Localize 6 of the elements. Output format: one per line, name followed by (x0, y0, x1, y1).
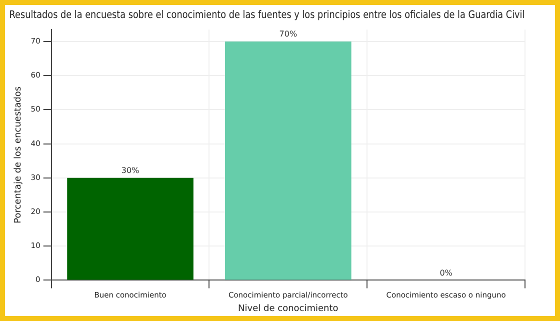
data-label: 70% (279, 30, 298, 39)
y-axis-title: Porcentaje de los encuestados (14, 86, 24, 224)
data-label: 30% (121, 166, 140, 175)
chart-title: Resultados de la encuesta sobre el conocimiento de las fuentes y los principios entre los oficiales de la Guardia Civil (9, 9, 525, 22)
x-axis-title: Nivel de conocimiento (238, 304, 339, 314)
data-label: 0% (440, 268, 453, 278)
